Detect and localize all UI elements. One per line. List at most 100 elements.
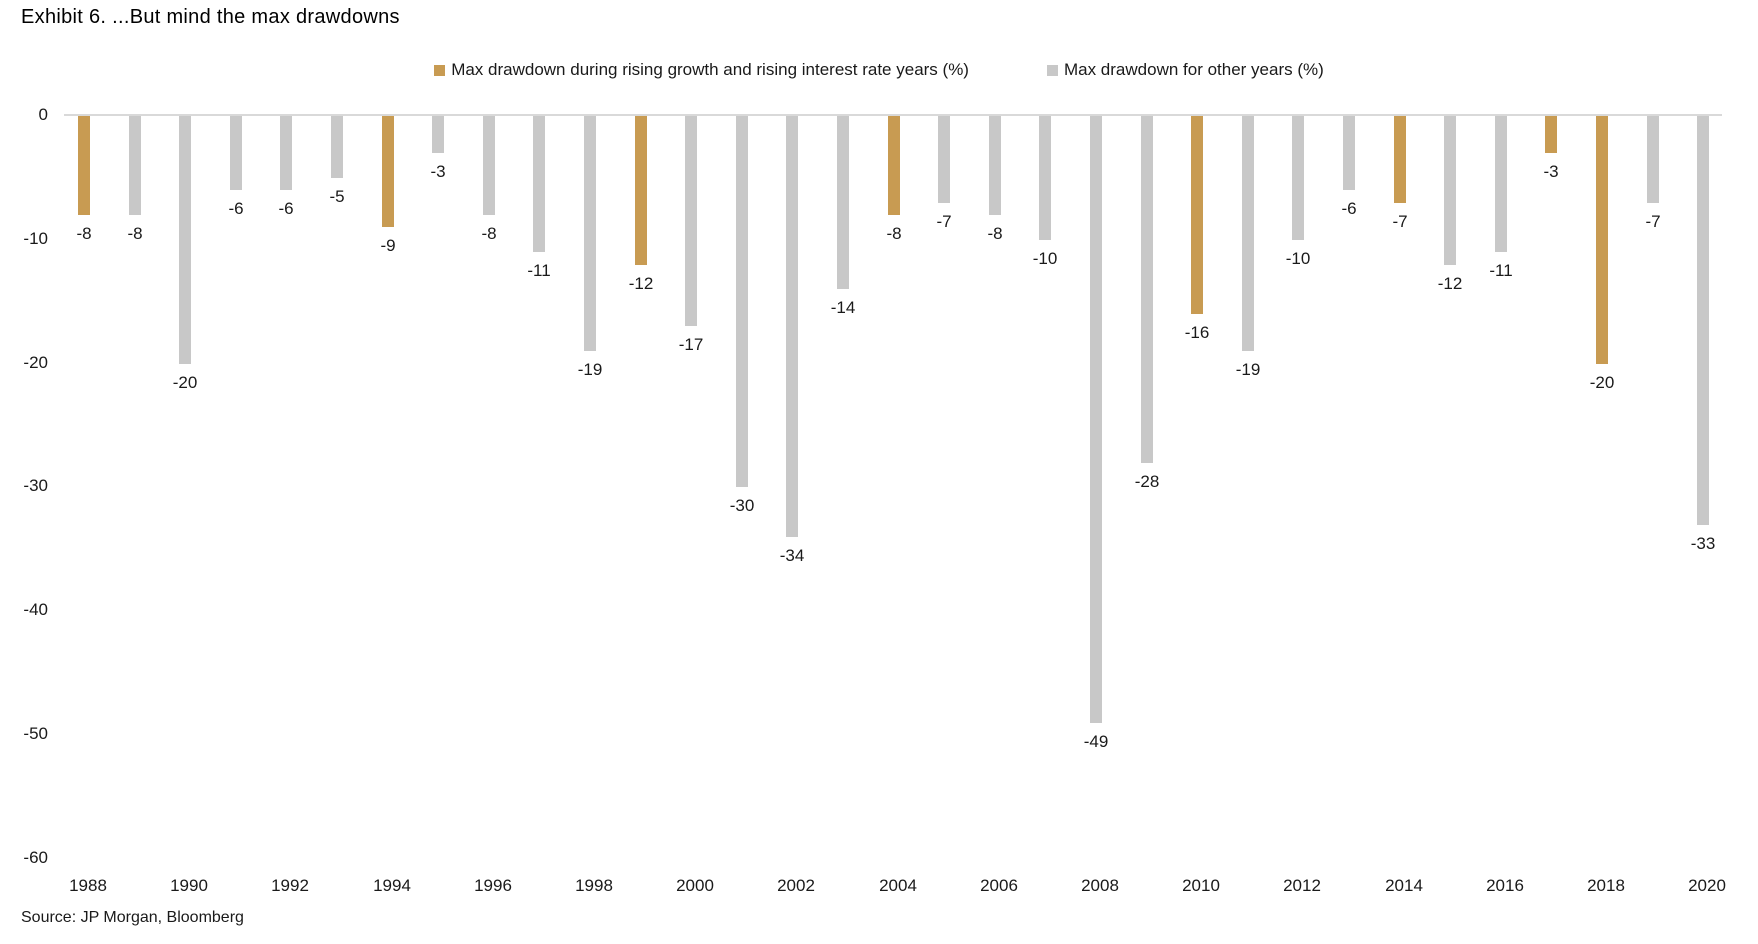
x-tick-1988: 1988 [69, 876, 107, 895]
value-label-2011: -19 [1235, 360, 1261, 379]
legend-item-other: Max drawdown for other years (%) [1046, 60, 1324, 80]
bar-2000 [685, 116, 697, 326]
legend-item-rising: Max drawdown during rising growth and ri… [434, 60, 969, 80]
bar-2018 [1596, 116, 1608, 364]
bar-2004 [888, 116, 900, 215]
legend-label-rising: Max drawdown during rising growth and ri… [451, 60, 969, 79]
x-tick-2014: 2014 [1385, 876, 1423, 895]
value-label-1994: -9 [380, 236, 396, 255]
value-label-1988: -8 [76, 224, 92, 243]
y-tick--40: -40 [23, 600, 48, 620]
value-label-2015: -12 [1437, 274, 1463, 293]
x-tick-2002: 2002 [777, 876, 815, 895]
bar-2019 [1647, 116, 1659, 203]
bar-1996 [483, 116, 495, 215]
bar-1995 [432, 116, 444, 153]
x-tick-2012: 2012 [1283, 876, 1321, 895]
chart-title: Exhibit 6. ...But mind the max drawdowns [21, 6, 400, 28]
value-label-2016: -11 [1489, 261, 1513, 280]
bar-1993 [331, 116, 343, 178]
value-label-1992: -6 [278, 199, 294, 218]
value-label-2013: -6 [1341, 199, 1357, 218]
bar-2002 [786, 116, 798, 537]
bar-2014 [1394, 116, 1406, 203]
y-tick--20: -20 [23, 352, 48, 372]
value-label-2001: -30 [729, 496, 755, 515]
x-tick-2004: 2004 [879, 876, 917, 895]
value-label-1989: -8 [127, 224, 143, 243]
bar-2007 [1039, 116, 1051, 240]
x-tick-2006: 2006 [980, 876, 1018, 895]
x-tick-2010: 2010 [1182, 876, 1220, 895]
bar-1990 [179, 116, 191, 364]
x-tick-1998: 1998 [575, 876, 613, 895]
y-tick--30: -30 [23, 476, 48, 496]
bar-2012 [1292, 116, 1304, 240]
bar-1988 [78, 116, 90, 215]
value-label-1998: -19 [577, 360, 603, 379]
value-label-2000: -17 [678, 335, 704, 354]
value-label-1999: -12 [628, 274, 654, 293]
x-tick-2016: 2016 [1486, 876, 1524, 895]
legend-swatch-rising-icon [434, 64, 446, 76]
value-label-2005: -7 [936, 212, 952, 231]
y-tick--60: -60 [23, 847, 48, 867]
value-label-2007: -10 [1032, 249, 1058, 268]
value-label-2003: -14 [830, 298, 856, 317]
value-label-2012: -10 [1285, 249, 1311, 268]
y-tick-0: 0 [38, 105, 48, 124]
x-tick-2000: 2000 [676, 876, 714, 895]
bar-2005 [938, 116, 950, 203]
legend-swatch-other-icon [1046, 64, 1058, 76]
x-axis-zero-line [64, 114, 1722, 116]
bar-2011 [1242, 116, 1254, 351]
bar-1998 [584, 116, 596, 351]
value-label-1991: -6 [228, 199, 244, 218]
source-note: Source: JP Morgan, Bloomberg [21, 909, 244, 926]
value-label-1990: -20 [172, 373, 198, 392]
value-label-2006: -8 [987, 224, 1003, 243]
value-label-2014: -7 [1392, 212, 1408, 231]
bar-2013 [1343, 116, 1355, 190]
legend: Max drawdown during rising growth and ri… [0, 60, 1758, 80]
x-tick-1994: 1994 [373, 876, 411, 895]
bar-2015 [1444, 116, 1456, 265]
value-label-2020: -33 [1690, 534, 1716, 553]
bar-1991 [230, 116, 242, 190]
value-label-2019: -7 [1645, 212, 1661, 231]
bar-2001 [736, 116, 748, 487]
bar-2010 [1191, 116, 1203, 314]
x-tick-1996: 1996 [474, 876, 512, 895]
x-tick-2008: 2008 [1081, 876, 1119, 895]
value-label-2018: -20 [1589, 373, 1615, 392]
bar-2020 [1697, 116, 1709, 525]
value-label-2010: -16 [1184, 323, 1210, 342]
value-label-1997: -11 [527, 261, 551, 280]
legend-label-other: Max drawdown for other years (%) [1063, 60, 1324, 79]
value-label-2004: -8 [886, 224, 902, 243]
value-label-1996: -8 [481, 224, 497, 243]
value-label-2009: -28 [1134, 472, 1160, 491]
bar-1999 [635, 116, 647, 265]
bar-2017 [1545, 116, 1557, 153]
x-tick-1990: 1990 [170, 876, 208, 895]
bar-1994 [382, 116, 394, 227]
bar-1992 [280, 116, 292, 190]
bar-1989 [129, 116, 141, 215]
x-tick-2020: 2020 [1688, 876, 1726, 895]
value-label-1993: -5 [329, 187, 345, 206]
x-tick-2018: 2018 [1587, 876, 1625, 895]
bar-2006 [989, 116, 1001, 215]
x-tick-1992: 1992 [271, 876, 309, 895]
bar-2016 [1495, 116, 1507, 252]
bar-2003 [837, 116, 849, 289]
bar-1997 [533, 116, 545, 252]
bar-2008 [1090, 116, 1102, 723]
value-label-1995: -3 [430, 162, 446, 181]
value-label-2017: -3 [1543, 162, 1559, 181]
y-tick--10: -10 [23, 228, 48, 248]
bar-2009 [1141, 116, 1153, 463]
y-tick--50: -50 [23, 724, 48, 743]
value-label-2002: -34 [779, 546, 805, 565]
